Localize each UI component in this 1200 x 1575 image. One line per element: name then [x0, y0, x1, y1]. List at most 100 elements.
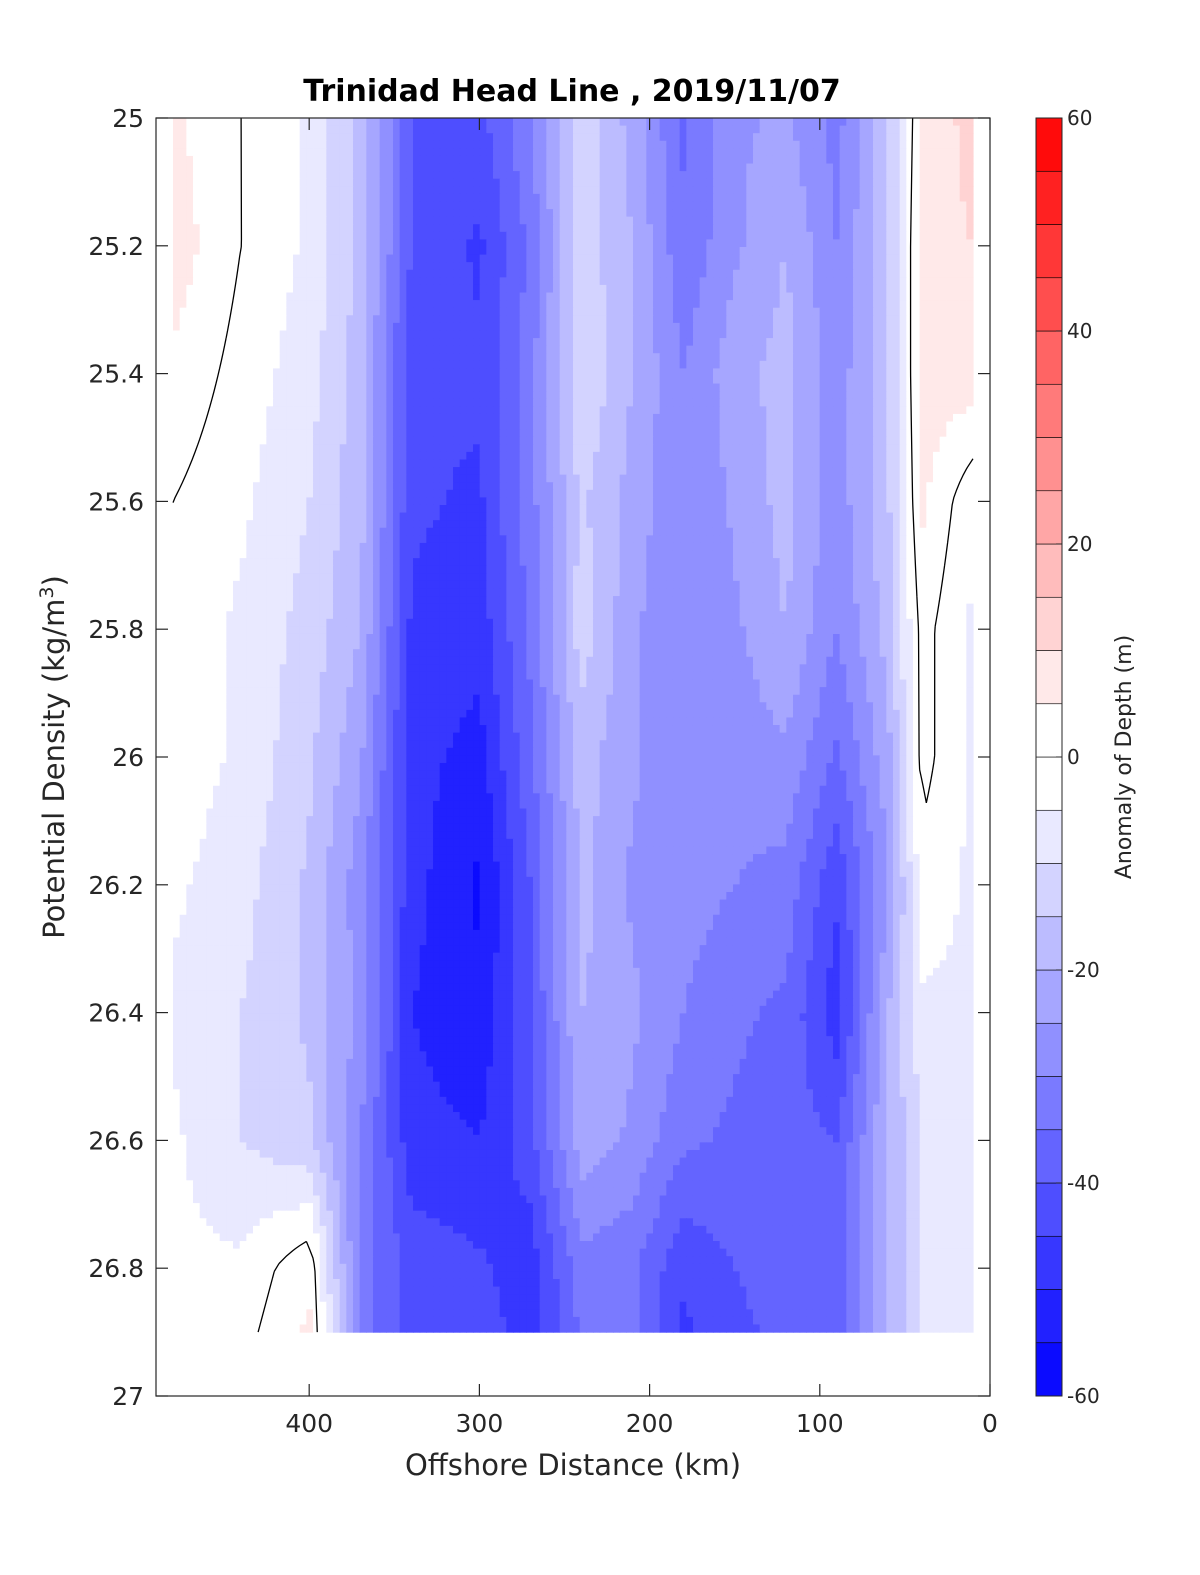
heatmap-cell [779, 300, 787, 309]
heatmap-cell [772, 383, 781, 392]
heatmap-cell [879, 118, 887, 127]
heatmap-cell [639, 300, 647, 309]
heatmap-cell [499, 231, 507, 241]
heatmap-cell [712, 345, 721, 354]
heatmap-cell [526, 224, 534, 233]
heatmap-cell [626, 398, 634, 407]
heatmap-cell [553, 315, 561, 324]
heatmap-cell [193, 269, 201, 278]
heatmap-cell [946, 201, 954, 210]
heatmap-cell [499, 368, 507, 377]
heatmap-cell [259, 398, 267, 407]
heatmap-cell [866, 133, 874, 142]
heatmap-cell [899, 383, 907, 392]
heatmap-cell [446, 406, 454, 415]
heatmap-cell [459, 330, 467, 339]
heatmap-cell [712, 262, 721, 271]
heatmap-cell [633, 125, 641, 134]
heatmap-cell [919, 277, 927, 286]
heatmap-cell [899, 300, 907, 309]
heatmap-cell [299, 383, 307, 392]
heatmap-cell [852, 376, 861, 385]
heatmap-cell [479, 262, 487, 271]
heatmap-cell [399, 163, 407, 172]
heatmap-cell [959, 345, 967, 354]
heatmap-cell [672, 193, 681, 203]
heatmap-cell [772, 269, 781, 278]
heatmap-cell [533, 284, 541, 294]
heatmap-cell [199, 148, 207, 157]
heatmap-cell [546, 186, 554, 195]
heatmap-cell [299, 254, 307, 263]
heatmap-cell [519, 171, 527, 180]
heatmap-cell [493, 125, 501, 134]
heatmap-cell [712, 133, 721, 142]
heatmap-cell [186, 262, 194, 271]
heatmap-cell [553, 140, 561, 149]
heatmap-cell [413, 307, 421, 316]
heatmap-cell [692, 284, 701, 294]
heatmap-cell [466, 353, 474, 362]
heatmap-cell [279, 247, 287, 256]
heatmap-cell [912, 383, 921, 392]
heatmap-cell [639, 216, 647, 225]
heatmap-cell [433, 277, 441, 286]
heatmap-cell [439, 193, 447, 203]
heatmap-cell [253, 254, 261, 263]
heatmap-cell [686, 368, 694, 377]
heatmap-cell [213, 163, 221, 172]
heatmap-cell [699, 398, 707, 407]
heatmap-cell [213, 209, 221, 218]
heatmap-cell [179, 140, 187, 149]
heatmap-cell [586, 193, 594, 203]
heatmap-cell [732, 186, 741, 195]
heatmap-cell [706, 421, 714, 430]
heatmap-cell [546, 330, 554, 339]
heatmap-cell [199, 224, 207, 233]
heatmap-cell [346, 292, 354, 301]
heatmap-cell [246, 262, 254, 271]
heatmap-cell [426, 345, 434, 354]
heatmap-cell [306, 186, 314, 195]
heatmap-cell [406, 292, 414, 301]
heatmap-cell [266, 315, 274, 324]
heatmap-cell [593, 292, 601, 301]
heatmap-cell [593, 118, 601, 127]
heatmap-cell [573, 338, 581, 347]
heatmap-cell [326, 353, 334, 362]
heatmap-cell [926, 330, 934, 339]
heatmap-cell [606, 383, 614, 392]
heatmap-cell [226, 163, 234, 172]
heatmap-cell [333, 383, 341, 392]
heatmap-cell [179, 201, 187, 210]
heatmap-cell [233, 118, 241, 127]
heatmap-cell [646, 345, 654, 354]
heatmap-cell [499, 376, 507, 385]
heatmap-cell [359, 376, 367, 385]
heatmap-cell [246, 376, 254, 385]
heatmap-cell [273, 429, 281, 438]
heatmap-cell [759, 345, 767, 354]
heatmap-cell [852, 383, 861, 392]
heatmap-cell [879, 239, 887, 248]
heatmap-cell [313, 269, 321, 278]
heatmap-cell [326, 231, 334, 241]
heatmap-cell [672, 284, 681, 294]
heatmap-cell [672, 421, 681, 430]
heatmap-cell [906, 140, 914, 149]
heatmap-cell [226, 398, 234, 407]
heatmap-cell [826, 307, 834, 316]
heatmap-cell [233, 406, 241, 415]
heatmap-cell [946, 216, 954, 225]
heatmap-cell [286, 315, 294, 324]
heatmap-cell [946, 322, 954, 332]
heatmap-cell [826, 368, 834, 377]
heatmap-cell [186, 360, 194, 370]
heatmap-cell [353, 125, 361, 134]
heatmap-cell [479, 292, 487, 301]
heatmap-cell [353, 330, 361, 339]
heatmap-cell [619, 171, 627, 180]
heatmap-cell [739, 307, 747, 316]
heatmap-cell [606, 148, 614, 157]
heatmap-cell [732, 262, 741, 271]
